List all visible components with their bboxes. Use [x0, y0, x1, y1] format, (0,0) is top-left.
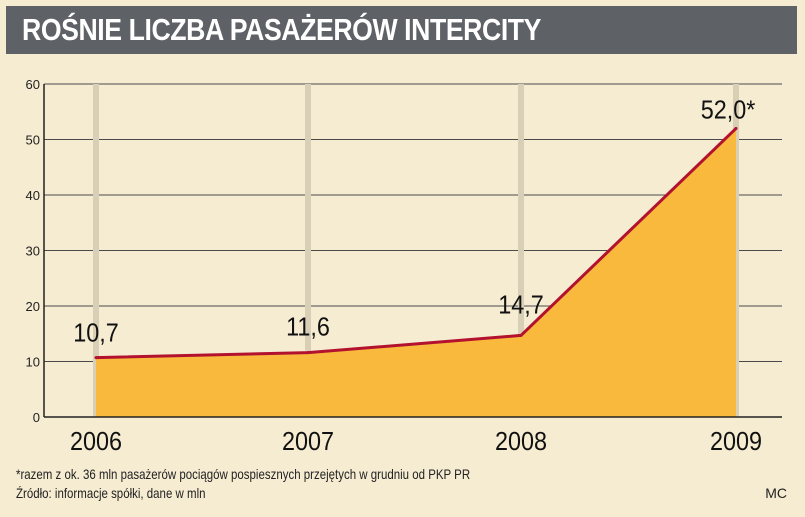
- data-point-2009: [734, 126, 738, 130]
- x-tick-label: 2006: [70, 428, 122, 456]
- data-point-2008: [519, 333, 523, 337]
- y-tick-label: 30: [26, 244, 40, 259]
- y-tick-label: 0: [33, 410, 40, 425]
- y-tick-label: 20: [26, 299, 40, 314]
- y-tick-label: 60: [26, 77, 40, 92]
- series-line: [95, 127, 738, 360]
- y-tick-label: 10: [26, 355, 40, 370]
- x-tick-label: 2007: [282, 428, 334, 456]
- data-label: 52,0*: [701, 96, 756, 124]
- data-label: 11,6: [286, 314, 330, 342]
- y-tick-label: 50: [26, 133, 40, 148]
- data-label: 14,7: [498, 291, 544, 319]
- title-bar: ROŚNIE LICZBA PASAŻERÓW INTERCITY: [6, 6, 797, 54]
- area-fill: [96, 128, 736, 417]
- data-label: 10,7: [73, 320, 119, 348]
- chart-title: ROŚNIE LICZBA PASAŻERÓW INTERCITY: [22, 12, 542, 47]
- x-tick-label: 2009: [710, 428, 762, 456]
- y-tick-label: 40: [26, 188, 40, 203]
- footnote: *razem z ok. 36 mln pasażerów pociągów p…: [16, 466, 471, 482]
- source-note: Źródło: informacje spółki, dane w mln: [16, 485, 206, 501]
- x-tick-label: 2008: [495, 428, 547, 456]
- author-credit: MC: [765, 485, 787, 501]
- data-point-2007: [306, 351, 310, 355]
- data-point-2006: [94, 356, 98, 360]
